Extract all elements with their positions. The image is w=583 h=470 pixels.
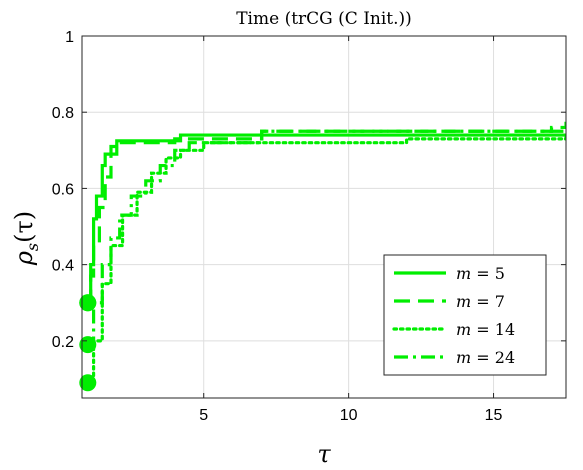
legend-var: m <box>456 292 476 311</box>
x-tick-label: 15 <box>485 407 503 424</box>
legend-label-2: m = 7 <box>456 292 505 311</box>
legend-label-4: m = 24 <box>456 348 515 367</box>
x-axis-label: τ <box>317 440 331 468</box>
y-tick-label: 0.2 <box>52 334 74 351</box>
y-axis-label: ρs(τ) <box>10 211 42 266</box>
chart-title: Time (trCG (C Init.)) <box>236 9 412 29</box>
y-axis-label-sub: s <box>23 243 42 251</box>
x-tick-label: 5 <box>199 407 208 424</box>
legend-value: = 24 <box>476 348 515 367</box>
legend: m = 5m = 7m = 14m = 24 <box>383 254 547 376</box>
legend-box <box>383 254 547 376</box>
legend-label-1: m = 5 <box>456 264 505 283</box>
y-tick-label: 1 <box>65 29 74 46</box>
y-axis-label-arg: (τ) <box>10 211 38 243</box>
x-tick-label: 10 <box>340 407 358 424</box>
legend-var: m <box>456 320 476 339</box>
series-start-marker-3 <box>79 374 97 392</box>
series-line-1 <box>87 133 566 305</box>
legend-value: = 14 <box>476 320 515 339</box>
y-tick-label: 0.8 <box>52 105 74 122</box>
series-start-marker-2 <box>79 294 97 312</box>
y-tick-label: 0.4 <box>52 258 74 275</box>
y-tick-label: 0.6 <box>52 181 74 198</box>
legend-value: = 5 <box>476 264 505 283</box>
axes-box <box>81 35 567 399</box>
legend-var: m <box>456 348 476 367</box>
series-line-4 <box>87 127 566 347</box>
plot-area: 5 10 150.20.40.60.81m = 5m = 7m = 14m = 24 <box>52 29 567 424</box>
y-axis-label-main: ρ <box>10 251 38 266</box>
legend-var: m <box>456 264 476 283</box>
legend-value: = 7 <box>476 292 505 311</box>
legend-label-3: m = 14 <box>456 320 515 339</box>
